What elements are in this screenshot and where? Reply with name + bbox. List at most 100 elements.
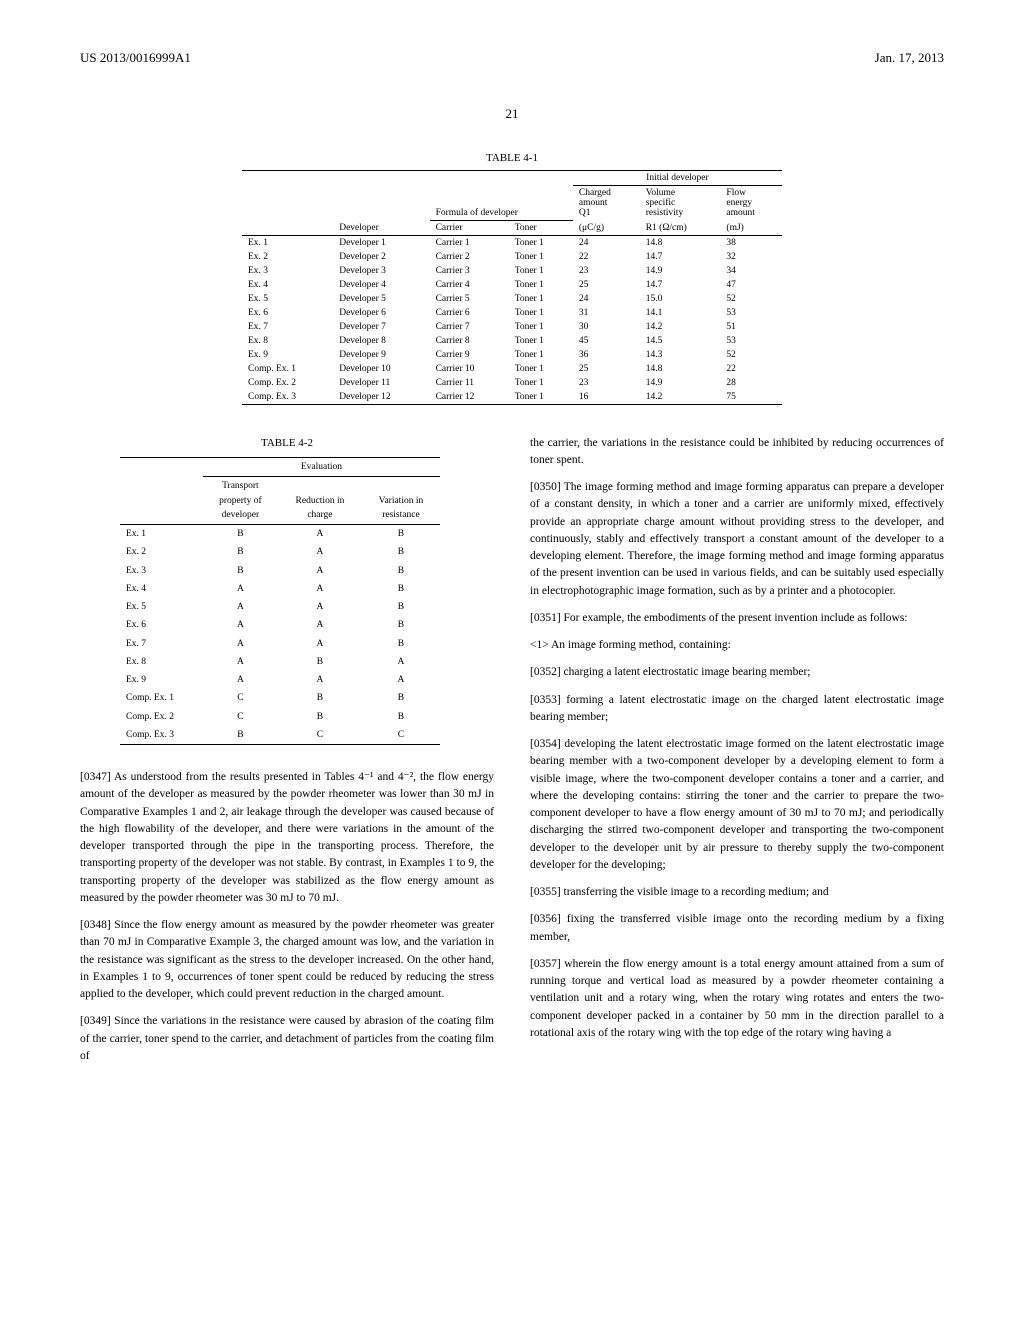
table-cell: Ex. 9 xyxy=(242,348,333,362)
table-cell: B xyxy=(203,726,278,745)
table-cell: 51 xyxy=(720,320,782,334)
table-cell: Ex. 7 xyxy=(120,635,203,653)
table-cell: 14.2 xyxy=(640,320,721,334)
table-cell: 75 xyxy=(720,390,782,405)
table-cell: Toner 1 xyxy=(509,390,573,405)
table-cell: Toner 1 xyxy=(509,334,573,348)
table-cell: 24 xyxy=(573,235,640,250)
table-cell: C xyxy=(203,708,278,726)
table-row: Ex. 4Developer 4Carrier 4Toner 12514.747 xyxy=(242,278,782,292)
page-header: US 2013/0016999A1 Jan. 17, 2013 xyxy=(80,50,944,66)
para-0352: [0352] charging a latent electrostatic i… xyxy=(530,664,944,681)
table-cell: Developer 5 xyxy=(333,292,429,306)
table-cell: Ex. 5 xyxy=(242,292,333,306)
table-cell: B xyxy=(203,525,278,544)
table-cell: Developer 12 xyxy=(333,390,429,405)
table-cell: Comp. Ex. 3 xyxy=(120,726,203,745)
t41-col-toner: Toner xyxy=(509,220,573,235)
table-cell: 16 xyxy=(573,390,640,405)
t42-group-eval: Evaluation xyxy=(203,458,440,477)
table-row: Ex. 6AAB xyxy=(120,616,440,634)
table-4-2: Evaluation Transportproperty ofdeveloper… xyxy=(120,457,440,745)
para-0347: [0347] As understood from the results pr… xyxy=(80,769,494,907)
table-cell: 22 xyxy=(720,362,782,376)
left-column: TABLE 4-2 Evaluation Transportproperty o… xyxy=(80,435,494,1076)
para-0350: [0350] The image forming method and imag… xyxy=(530,479,944,600)
table-row: Ex. 5Developer 5Carrier 5Toner 12415.052 xyxy=(242,292,782,306)
t41-col-volume: R1 (Ω/cm) xyxy=(640,220,721,235)
para-0351: [0351] For example, the embodiments of t… xyxy=(530,610,944,627)
table-cell: Ex. 7 xyxy=(242,320,333,334)
table-cell: Comp. Ex. 2 xyxy=(120,708,203,726)
table-cell: 53 xyxy=(720,306,782,320)
right-column: the carrier, the variations in the resis… xyxy=(530,435,944,1076)
table-row: Ex. 4AAB xyxy=(120,580,440,598)
table-cell: 47 xyxy=(720,278,782,292)
table-cell: 14.5 xyxy=(640,334,721,348)
table-cell: Carrier 4 xyxy=(430,278,509,292)
table-cell: Carrier 8 xyxy=(430,334,509,348)
table-cell: Developer 4 xyxy=(333,278,429,292)
table-cell: B xyxy=(362,635,440,653)
table-row: Comp. Ex. 3Developer 12Carrier 12Toner 1… xyxy=(242,390,782,405)
table-cell: Toner 1 xyxy=(509,235,573,250)
t41-col-flow: (mJ) xyxy=(720,220,782,235)
table-cell: Developer 11 xyxy=(333,376,429,390)
table-cell: A xyxy=(278,635,362,653)
header-right: Jan. 17, 2013 xyxy=(875,50,944,66)
table-row: Ex. 9Developer 9Carrier 9Toner 13614.352 xyxy=(242,348,782,362)
table-cell: Carrier 11 xyxy=(430,376,509,390)
table-row: Comp. Ex. 1CBB xyxy=(120,689,440,707)
table-cell: 24 xyxy=(573,292,640,306)
table-cell: 28 xyxy=(720,376,782,390)
t41-col-charged: (μC/g) xyxy=(573,220,640,235)
table-cell: 25 xyxy=(573,278,640,292)
table-row: Ex. 2Developer 2Carrier 2Toner 12214.732 xyxy=(242,250,782,264)
table-cell: Ex. 1 xyxy=(242,235,333,250)
table-row: Comp. Ex. 2Developer 11Carrier 11Toner 1… xyxy=(242,376,782,390)
para-0354: [0354] developing the latent electrostat… xyxy=(530,736,944,874)
table-cell: A xyxy=(278,562,362,580)
table-cell: A xyxy=(362,671,440,689)
table-cell: 32 xyxy=(720,250,782,264)
table-cell: 14.8 xyxy=(640,362,721,376)
para-0348: [0348] Since the flow energy amount as m… xyxy=(80,917,494,1003)
table-row: Ex. 8Developer 8Carrier 8Toner 14514.553 xyxy=(242,334,782,348)
table-cell: Carrier 6 xyxy=(430,306,509,320)
t41-col-volume-h1: Volumespecificresistivity xyxy=(640,186,721,221)
table-cell: Toner 1 xyxy=(509,320,573,334)
table-row: Comp. Ex. 2CBB xyxy=(120,708,440,726)
table-row: Ex. 3BAB xyxy=(120,562,440,580)
table-cell: 14.7 xyxy=(640,278,721,292)
para-0349: [0349] Since the variations in the resis… xyxy=(80,1013,494,1065)
table-cell: Developer 9 xyxy=(333,348,429,362)
table-row: Ex. 1BAB xyxy=(120,525,440,544)
table-cell: A xyxy=(362,653,440,671)
table-cell: 14.1 xyxy=(640,306,721,320)
table-cell: Developer 8 xyxy=(333,334,429,348)
table-cell: 23 xyxy=(573,264,640,278)
table-cell: B xyxy=(362,580,440,598)
table-cell: 14.3 xyxy=(640,348,721,362)
table-cell: 14.8 xyxy=(640,235,721,250)
table-cell: Carrier 9 xyxy=(430,348,509,362)
table-cell: C xyxy=(203,689,278,707)
table-cell: A xyxy=(203,671,278,689)
table-cell: Toner 1 xyxy=(509,278,573,292)
table-cell: Developer 2 xyxy=(333,250,429,264)
table-cell: Ex. 2 xyxy=(242,250,333,264)
table-cell: Carrier 3 xyxy=(430,264,509,278)
table-cell: Ex. 4 xyxy=(242,278,333,292)
table-cell: Developer 6 xyxy=(333,306,429,320)
table-cell: 45 xyxy=(573,334,640,348)
header-left: US 2013/0016999A1 xyxy=(80,50,191,66)
table-cell: 14.7 xyxy=(640,250,721,264)
table-cell: Carrier 7 xyxy=(430,320,509,334)
t42-col-transport: Transportproperty ofdeveloper xyxy=(203,477,278,525)
table-cell: Toner 1 xyxy=(509,306,573,320)
table-row: Comp. Ex. 3BCC xyxy=(120,726,440,745)
table-cell: C xyxy=(278,726,362,745)
table-cell: Toner 1 xyxy=(509,362,573,376)
table-cell: A xyxy=(278,525,362,544)
table-cell: Carrier 1 xyxy=(430,235,509,250)
